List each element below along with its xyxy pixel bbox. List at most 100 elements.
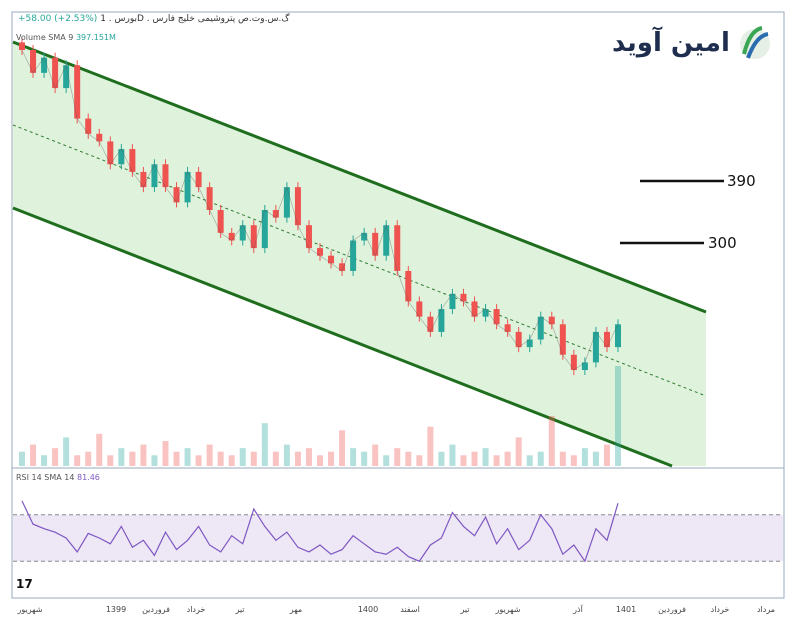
candle-body xyxy=(129,149,136,172)
volume-bar xyxy=(405,451,412,466)
candle-body xyxy=(394,225,401,271)
candle-body xyxy=(416,301,423,317)
volume-bar xyxy=(361,451,368,466)
candle-body xyxy=(294,187,301,226)
level-label-390: 390 xyxy=(727,172,756,190)
channel-mid-line xyxy=(12,124,707,397)
candle-body xyxy=(559,324,566,355)
candle-body xyxy=(239,225,246,241)
rsi-band-fill xyxy=(13,514,783,562)
volume-bar xyxy=(537,451,544,466)
candle-body xyxy=(184,171,191,203)
volume-bar xyxy=(63,437,70,466)
volume-bar xyxy=(570,455,577,466)
volume-bar xyxy=(107,455,114,466)
volume-indicator-label: Volume SMA 9 397.151M xyxy=(16,33,116,42)
level-label-300: 300 xyxy=(708,234,737,252)
candle-body xyxy=(151,164,158,188)
candle-body xyxy=(493,309,500,325)
volume-bar xyxy=(118,448,125,466)
volume-bar xyxy=(449,444,456,466)
candle-body xyxy=(504,324,511,332)
change-text: +58.00 (+2.53%) xyxy=(18,14,98,24)
volume-bar xyxy=(482,448,489,466)
candle-body xyxy=(339,263,346,271)
candle-body xyxy=(52,57,59,89)
x-tick-label: مهر xyxy=(289,605,303,614)
volume-sma-value: 397.151M xyxy=(75,33,116,42)
rsi-value: 81.46 xyxy=(76,473,100,482)
volume-bar xyxy=(140,444,147,466)
volume-bar xyxy=(162,441,169,466)
volume-bar xyxy=(74,455,81,466)
candle-body xyxy=(460,293,467,302)
rsi-label: RSI 14 SMA 14 xyxy=(16,473,75,482)
volume-bar xyxy=(460,455,467,466)
volume-bar xyxy=(239,448,246,466)
tradingview-watermark: 17 xyxy=(16,577,33,591)
x-tick-label: 1400 xyxy=(357,605,379,614)
volume-bar xyxy=(19,451,25,466)
rsi-line xyxy=(21,500,619,563)
x-tick-label: خرداد xyxy=(186,605,206,614)
candle-body xyxy=(217,210,224,233)
volume-bar xyxy=(615,366,621,466)
volume-bar xyxy=(394,448,401,466)
volume-bar xyxy=(317,455,323,466)
candle-body xyxy=(283,187,290,218)
candle-body xyxy=(317,248,323,256)
volume-bar xyxy=(526,455,533,466)
candle-body xyxy=(383,225,390,256)
volume-bar xyxy=(581,448,588,466)
candle-body xyxy=(195,171,202,188)
candle-body xyxy=(19,42,25,50)
volume-bar xyxy=(383,455,390,466)
candle-body xyxy=(548,316,555,325)
candle-body xyxy=(537,316,544,340)
volume-bar xyxy=(30,444,37,466)
volume-bar xyxy=(438,451,445,466)
volume-bar xyxy=(305,448,312,466)
candle-body xyxy=(96,133,103,142)
candle-body xyxy=(228,232,235,241)
volume-bar xyxy=(548,416,555,466)
volume-bar xyxy=(85,451,92,466)
volume-bar xyxy=(96,433,103,466)
logo-mark-icon xyxy=(740,26,770,59)
volume-bar xyxy=(206,444,213,466)
volume-bar xyxy=(294,451,301,466)
candle-body xyxy=(173,187,180,203)
candle-body xyxy=(206,187,213,210)
x-tick-label: شهریور xyxy=(495,605,521,614)
candle-body xyxy=(74,65,81,119)
channel-upper-line xyxy=(12,40,707,314)
volume-bar xyxy=(493,455,500,466)
candle-body xyxy=(272,210,279,218)
x-tick-label: خرداد xyxy=(710,605,730,614)
candle-body xyxy=(438,309,445,332)
volume-bar xyxy=(151,455,158,466)
volume-bar xyxy=(416,455,423,466)
candle-body xyxy=(592,331,599,363)
candle-body xyxy=(107,141,114,165)
candle-body xyxy=(328,255,335,264)
volume-bar xyxy=(173,451,180,466)
volume-bar xyxy=(195,455,202,466)
candle-body xyxy=(361,232,368,241)
candle-body xyxy=(615,324,621,348)
header-line: +58.00 (+2.53%) بورس . 1D . گ.س.وت.ص پتر… xyxy=(18,14,289,24)
candle-body xyxy=(118,149,125,165)
x-tick-label: اسفند xyxy=(400,605,420,614)
candle-body xyxy=(41,57,48,73)
candle-body xyxy=(570,354,577,370)
volume-bar xyxy=(52,448,59,466)
candle-body xyxy=(30,50,37,73)
candle-body xyxy=(405,270,412,302)
channel-lower-line xyxy=(12,206,673,468)
x-tick-label: تیر xyxy=(460,605,470,614)
volume-sma-label: Volume SMA 9 xyxy=(16,33,74,42)
symbol-text: بورس . 1D . گ.س.وت.ص پتروشیمی خلیج فارس xyxy=(100,14,290,24)
candle-body xyxy=(526,339,533,348)
